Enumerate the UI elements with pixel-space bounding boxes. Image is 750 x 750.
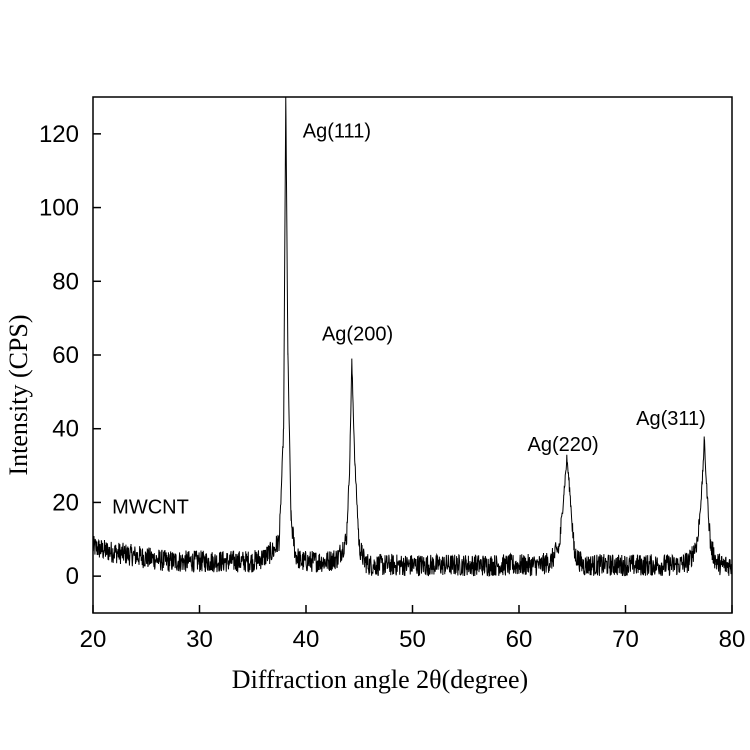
data-series [92,96,733,577]
peak-label: Ag(311) [636,408,706,430]
x-tick-label: 40 [293,626,320,653]
y-tick-label: 120 [39,121,79,148]
y-tick-label: 40 [52,416,79,443]
peak-annotations: MWCNT Ag(111) Ag(200) Ag(220) Ag(311) [112,121,706,519]
peak-label: Ag(200) [322,323,393,345]
x-tick-label: 20 [80,626,107,653]
x-tick-label: 70 [612,626,639,653]
y-tick-label: 80 [52,268,79,295]
y-tick-label: 20 [52,489,79,516]
x-tick-label: 30 [186,626,213,653]
x-ticks: 20 30 40 50 60 70 80 [80,605,746,653]
y-tick-label: 0 [66,563,79,590]
x-axis-label: Diffraction angle 2θ(degree) [232,665,528,694]
y-tick-label: 100 [39,195,79,222]
x-tick-label: 80 [719,626,746,653]
x-tick-label: 60 [506,626,533,653]
peak-label: MWCNT [112,496,189,518]
y-tick-label: 60 [52,342,79,369]
peak-label: Ag(111) [303,121,371,143]
plot-frame [92,96,733,614]
y-ticks: 0 20 40 60 80 100 120 [39,121,101,590]
xrd-pattern-line [92,96,733,577]
x-tick-label: 50 [399,626,426,653]
peak-label: Ag(220) [528,434,599,456]
y-axis-label: Intensity (CPS) [4,314,33,475]
